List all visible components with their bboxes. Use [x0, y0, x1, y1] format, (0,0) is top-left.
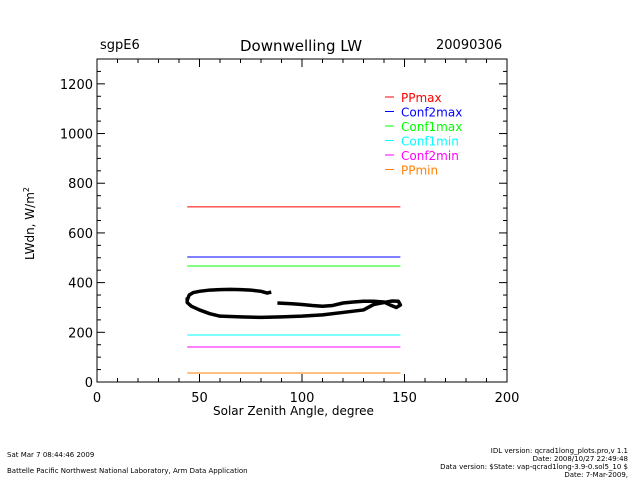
- x-tick-label: 100: [290, 391, 315, 406]
- footer-timestamp: Sat Mar 7 08:44:46 2009: [7, 451, 95, 459]
- date-label: 20090306: [436, 38, 503, 53]
- y-tick-label: 200: [68, 326, 93, 341]
- y-tick-label: 800: [68, 177, 93, 192]
- x-tick-label: 200: [495, 391, 520, 406]
- x-tick-label: 150: [392, 391, 417, 406]
- y-tick-label: 1200: [60, 78, 93, 93]
- data-series-line: [185, 297, 403, 320]
- legend-label-conf2min: Conf2min: [401, 149, 459, 163]
- x-tick-label: 50: [191, 391, 208, 406]
- footer-data-version: Data version: $State: vap-qcrad1long-3.9…: [440, 463, 628, 471]
- x-tick-label: 0: [93, 391, 101, 406]
- legend-label-ppmax: PPmax: [401, 91, 442, 105]
- y-tick-label: 600: [68, 227, 93, 242]
- y-tick-label: 1000: [60, 128, 93, 143]
- footer-date: Date: 2008/10/27 22:49:48: [532, 455, 628, 463]
- data-series-line: [185, 287, 272, 301]
- y-axis-label: LWdn, W/m2: [22, 187, 37, 260]
- footer-date2: Date: 7-Mar-2009,: [564, 471, 628, 479]
- footer-idl: IDL version: qcrad1long_plots.pro,v 1.1: [490, 447, 628, 455]
- x-axis-label: Solar Zenith Angle, degree: [213, 404, 374, 418]
- site-label: sgpE6: [100, 38, 140, 53]
- legend-label-conf1min: Conf1min: [401, 135, 459, 149]
- y-tick-label: 400: [68, 277, 93, 292]
- footer-org: Battelle Pacific Northwest National Labo…: [7, 467, 248, 475]
- y-tick-label: 0: [85, 376, 93, 391]
- legend-label-ppmin: PPmin: [401, 164, 438, 178]
- chart-title: Downwelling LW: [240, 37, 363, 55]
- legend-label-conf1max: Conf1max: [401, 120, 462, 134]
- legend-label-conf2max: Conf2max: [401, 106, 462, 120]
